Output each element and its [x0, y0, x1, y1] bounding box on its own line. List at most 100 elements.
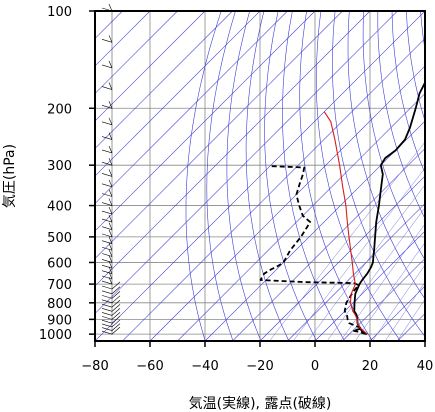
wind-barb	[101, 319, 121, 328]
dry-adiabat	[315, 11, 401, 341]
dry-adiabat	[406, 11, 425, 123]
mixing-ratio-line	[326, 207, 425, 341]
isotherm	[95, 11, 398, 314]
wind-barb	[101, 255, 113, 263]
isotherm	[95, 11, 233, 149]
wind-barb	[101, 266, 113, 274]
wind-barb	[101, 3, 113, 12]
isotherm	[122, 38, 425, 341]
dewpoint-line	[259, 165, 367, 336]
y-tick-label: 200	[47, 102, 72, 117]
wind-barb	[101, 117, 113, 126]
wind-barb	[101, 35, 113, 43]
wind-barb	[101, 315, 121, 324]
isotherm-lines	[95, 11, 425, 341]
y-tick-label: 700	[47, 278, 72, 293]
wind-barb	[101, 299, 121, 308]
isotherm	[95, 11, 261, 177]
x-tick-label: −40	[191, 359, 218, 374]
y-tick-label: 400	[47, 200, 72, 215]
x-axis-ticks: −80 −60 −40 −20 0 20 40	[81, 341, 433, 374]
isotherm	[342, 258, 425, 341]
wind-barb	[101, 214, 113, 223]
wind-barb	[101, 286, 121, 295]
wind-barb	[101, 198, 113, 206]
dry-adiabat	[264, 11, 318, 341]
sounding-series	[259, 80, 425, 336]
dry-adiabat	[362, 11, 425, 261]
isotherm	[95, 11, 151, 67]
wind-barb	[101, 326, 121, 335]
wind-barb	[101, 249, 113, 257]
wind-barb	[101, 189, 113, 197]
isotherm	[95, 11, 206, 122]
dry-adiabat	[299, 11, 373, 341]
mixing-ratio-line	[340, 223, 425, 341]
y-tick-label: 900	[47, 313, 72, 328]
wind-barb	[101, 82, 113, 90]
x-tick-label: −20	[246, 359, 273, 374]
wind-barb	[101, 281, 121, 290]
dry-adiabat	[332, 11, 425, 338]
isotherm	[177, 93, 425, 341]
x-tick-label: −60	[136, 359, 163, 374]
x-tick-label: 40	[417, 359, 434, 374]
wind-barb	[101, 145, 113, 154]
mixing-ratio-line	[269, 141, 425, 341]
dry-adiabat	[420, 11, 425, 52]
wind-barbs	[101, 3, 121, 335]
mixing-ratio-line	[307, 184, 425, 341]
isotherm	[314, 230, 425, 341]
dry-adiabat	[391, 11, 425, 175]
wind-barb	[101, 101, 113, 109]
mixing-ratio-line	[372, 264, 425, 341]
y-tick-label: 100	[47, 5, 72, 20]
isotherm	[259, 175, 425, 341]
mixing-ratio-line	[292, 167, 425, 341]
dry-adiabat	[347, 11, 425, 300]
parcel-line	[323, 111, 368, 335]
x-tick-label: 0	[311, 359, 319, 374]
x-axis-title: 気温(実線), 露点(破線)	[189, 396, 332, 412]
isotherm	[95, 11, 371, 287]
isotherm	[287, 203, 425, 341]
y-axis-title: 気圧(hPa)	[2, 144, 18, 208]
y-tick-label: 800	[47, 297, 72, 312]
y-tick-label: 500	[47, 231, 72, 246]
mixing-ratio-line	[354, 242, 425, 341]
wind-barb	[101, 222, 113, 230]
dry-adiabat	[206, 11, 236, 341]
isotherm	[95, 11, 343, 259]
wind-barb	[101, 261, 113, 269]
wind-barb	[101, 323, 121, 331]
wind-barb	[101, 169, 113, 177]
wind-barb	[101, 291, 121, 299]
x-tick-label: −80	[81, 359, 108, 374]
dry-adiabat	[377, 11, 425, 220]
isotherm	[95, 11, 316, 232]
isotherm	[424, 340, 425, 341]
isotherm	[95, 11, 288, 204]
temperature-line	[353, 80, 425, 336]
wind-barb	[101, 304, 121, 312]
wind-barb	[101, 295, 121, 304]
y-tick-label: 600	[47, 256, 72, 271]
wind-barb	[101, 206, 113, 215]
dry-adiabat	[185, 11, 222, 341]
dry-adiabat	[245, 11, 290, 341]
mixing-ratio-line	[384, 281, 425, 341]
wind-barb	[101, 236, 113, 245]
wind-barb	[101, 132, 113, 140]
wind-barb	[101, 276, 113, 285]
y-tick-label: 300	[47, 159, 72, 174]
isotherm	[232, 148, 425, 341]
isotherm	[95, 11, 425, 341]
dry-adiabat	[282, 11, 345, 341]
isotherm	[149, 65, 425, 341]
wind-barb	[101, 229, 113, 238]
isotherm	[204, 120, 425, 341]
mixing-ratio-line	[396, 298, 425, 341]
y-tick-label: 1000	[39, 328, 72, 343]
